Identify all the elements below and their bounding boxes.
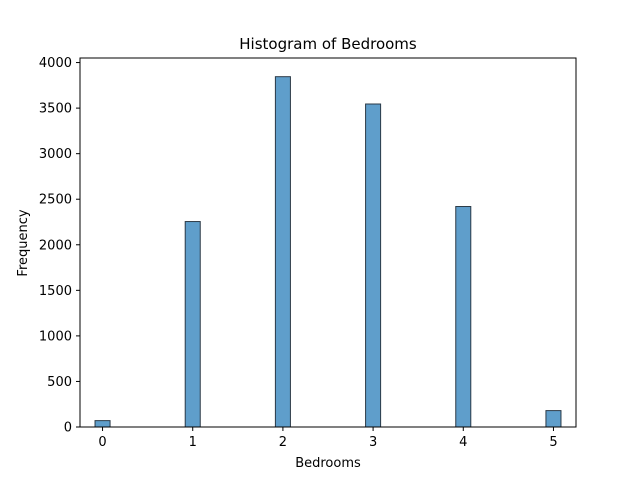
histogram-bar-3 — [365, 103, 382, 428]
histogram-bar-4 — [455, 206, 472, 428]
x-axis: 0 1 2 3 4 5 — [98, 427, 558, 450]
y-tick-label: 4000 — [39, 56, 72, 71]
x-tick-label: 3 — [369, 435, 377, 450]
histogram-bar-0 — [94, 420, 111, 428]
chart-title: Histogram of Bedrooms — [239, 35, 417, 53]
y-axis-title: Frequency — [16, 209, 31, 276]
x-tick-label: 2 — [279, 435, 287, 450]
y-tick-label: 2000 — [39, 238, 72, 253]
y-tick-label: 0 — [64, 421, 72, 436]
y-tick-label: 2500 — [39, 193, 72, 208]
histogram-bar-2 — [274, 76, 291, 428]
x-tick-label: 4 — [459, 435, 467, 450]
x-tick-label: 1 — [189, 435, 197, 450]
y-tick-label: 3500 — [39, 102, 72, 117]
histogram-bar-1 — [184, 221, 201, 428]
bars-group — [94, 76, 562, 428]
x-tick-label: 0 — [98, 435, 106, 450]
y-axis: 0 500 1000 1500 2000 2500 3000 3500 4000 — [39, 56, 80, 436]
y-tick-label: 3000 — [39, 147, 72, 162]
x-tick-label: 5 — [549, 435, 557, 450]
plot-frame — [79, 57, 577, 428]
y-tick-label: 1000 — [39, 329, 72, 344]
y-tick-label: 500 — [47, 375, 72, 390]
y-tick-label: 1500 — [39, 284, 72, 299]
histogram-bar-5 — [545, 410, 562, 428]
x-axis-title: Bedrooms — [295, 456, 361, 471]
